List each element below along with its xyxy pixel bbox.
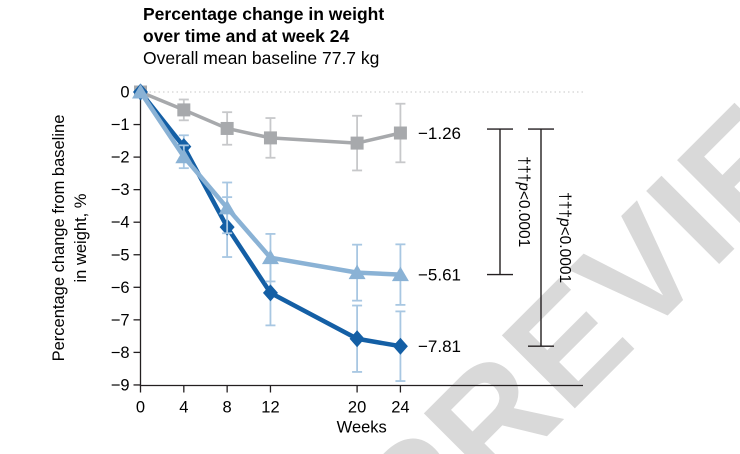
series-end-label: −7.81 [418,337,461,356]
y-tick-label: 0 [120,84,129,102]
bracket-line [528,128,554,347]
marker-square [177,103,191,117]
series-dark-blue-diamonds: −7.81 [133,83,461,382]
marker-triangle [261,249,279,265]
y-tick-label: −5 [111,246,130,264]
y-axis-title-line1: Percentage change from baseline [50,115,68,362]
x-axis-title: Weeks [337,419,387,437]
marker-diamond [392,337,408,355]
y-tick-label: −1 [111,116,130,134]
marker-diamond [262,284,278,302]
series-line [138,90,401,349]
marker-square [220,121,234,135]
y-axis-title-line2: in weight, % [72,193,90,282]
y-tick-label: −2 [111,149,130,167]
chart-title-line2: over time and at week 24 [143,26,350,46]
bracket-line [487,128,513,276]
y-tick-label: −8 [111,344,130,362]
x-tick-label: 12 [261,399,279,417]
y-axis: 0 −1 −2 −3 −4 −5 −6 −7 −8 −9 [111,84,141,394]
x-tick-label: 24 [391,399,409,417]
y-tick-label: −3 [111,181,130,199]
series-end-label: −5.61 [418,266,461,285]
y-tick-label: −9 [111,376,130,394]
chart-title-line1: Percentage change in weight [143,4,385,24]
chart-subtitle: Overall mean baseline 77.7 kg [143,48,380,68]
x-tick-label: 20 [348,399,366,417]
significance-bracket-1: †††p<0.0001 [487,128,532,276]
x-tick-label: 0 [136,399,145,417]
significance-bracket-2: †††p<0.0001 [528,128,573,347]
series-end-label: −1.26 [418,124,461,143]
y-tick-label: −6 [111,279,130,297]
series-line [139,90,401,145]
y-tick-label: −7 [111,311,130,329]
marker-square [393,126,407,140]
marker-triangle [218,199,236,215]
marker-triangle [132,84,149,99]
series-light-blue-triangles: −5.61 [132,84,461,306]
marker-triangle [348,264,366,280]
marker-square [263,131,277,145]
series-line [138,90,401,277]
marker-triangle [391,266,409,282]
y-tick-label: −4 [111,214,130,232]
marker-triangle [175,148,193,164]
marker-diamond [349,330,365,348]
x-tick-label: 8 [223,399,232,417]
p-value-label: †††p<0.0001 [556,192,573,283]
marker-square [350,136,364,150]
chart-title-block: Percentage change in weight over time an… [143,3,384,69]
p-value-label: †††p<0.0001 [515,156,532,247]
x-tick-label: 4 [179,399,188,417]
